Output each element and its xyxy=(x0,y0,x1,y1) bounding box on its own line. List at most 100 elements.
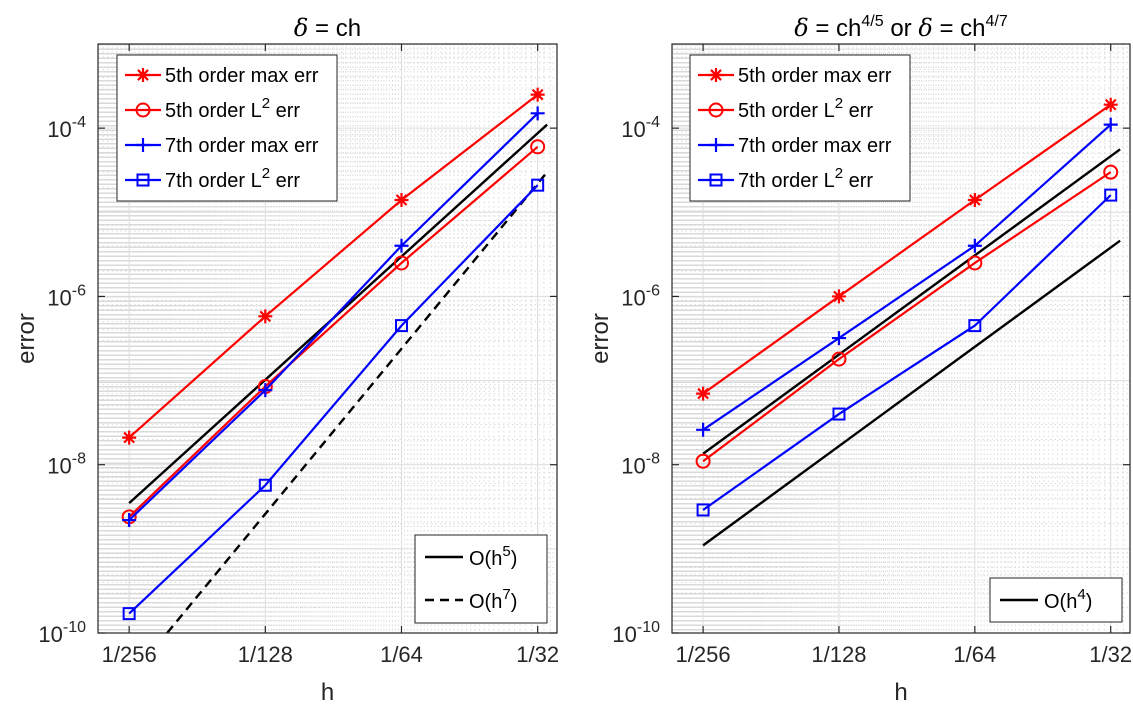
data-point-square xyxy=(531,178,545,192)
data-point-plus xyxy=(258,383,273,398)
y-tick-label: 10-10 xyxy=(612,619,660,647)
data-point-circle xyxy=(393,255,409,271)
data-point-asterisk xyxy=(530,87,545,102)
chart-title: δ = ch xyxy=(294,14,361,42)
legend-label: 5th order max err xyxy=(165,65,319,87)
data-point-square xyxy=(832,407,846,421)
reference-legend-superscript: 7 xyxy=(502,586,510,603)
data-point-circle xyxy=(530,139,546,155)
x-tick-label: 1/128 xyxy=(238,642,293,667)
reference-legend-text: ) xyxy=(1086,591,1093,613)
y-tick-exponent: -4 xyxy=(72,114,86,131)
reference-line-2 xyxy=(166,171,549,633)
data-point-plus xyxy=(696,422,711,437)
data-point-plus xyxy=(122,513,137,528)
reference-legend-text: ) xyxy=(511,591,518,613)
y-tick-exponent: -6 xyxy=(72,282,86,299)
reference-legend-label: O(h4) xyxy=(1044,586,1092,613)
title-part: or xyxy=(884,15,919,42)
title-part: = ch xyxy=(308,15,361,42)
reference-legend: O(h4) xyxy=(989,577,1123,623)
x-tick-label: 1/64 xyxy=(380,642,423,667)
y-axis-label: error xyxy=(587,313,614,364)
y-tick-base: 10 xyxy=(612,622,636,647)
legend-label-text: err xyxy=(270,100,300,122)
reference-legend-superscript: 5 xyxy=(502,543,510,560)
y-tick-label: 10-10 xyxy=(38,619,86,647)
legend-marker-plus xyxy=(709,138,723,152)
legend-box xyxy=(689,54,911,202)
y-tick-base: 10 xyxy=(47,285,71,310)
y-tick-label: 10-4 xyxy=(47,114,86,142)
data-point-circle xyxy=(831,351,847,367)
reference-legend: O(h5)O(h7) xyxy=(414,534,548,624)
data-point-circle xyxy=(695,453,711,469)
series-line-4 xyxy=(702,194,1112,511)
y-tick-label: 10-8 xyxy=(47,451,86,479)
y-tick-exponent: -8 xyxy=(72,451,86,468)
data-point-plus xyxy=(1103,117,1118,132)
series-line-1 xyxy=(702,103,1112,395)
legend-marker-circle xyxy=(135,102,151,118)
data-point-asterisk xyxy=(1103,97,1118,112)
reference-legend-box xyxy=(414,534,548,624)
legend-label: 7th order L2 err xyxy=(165,165,300,192)
axes-box xyxy=(97,43,558,634)
reference-legend-text: O(h xyxy=(469,591,502,613)
chart-panel-2: 1/256 1/128 1/64 1/3210-1010-810-610-4herro… xyxy=(587,13,1132,706)
title-superscript: 4/5 xyxy=(861,13,883,30)
title-part: δ xyxy=(794,14,808,42)
data-point-square xyxy=(968,319,982,333)
y-tick-exponent: -10 xyxy=(637,619,660,636)
reference-line-2 xyxy=(702,239,1121,547)
data-point-circle xyxy=(967,255,983,271)
data-point-asterisk xyxy=(122,430,137,445)
legend-marker-square xyxy=(709,173,723,187)
x-tick-label: 1/32 xyxy=(516,642,559,667)
x-tick-label: 1/256 xyxy=(102,642,157,667)
y-tick-exponent: -8 xyxy=(646,451,660,468)
title-part: = ch xyxy=(809,15,862,42)
legend-label-superscript: 2 xyxy=(835,95,843,112)
data-point-circle xyxy=(1103,164,1119,180)
legend-label-text: 5th order max err xyxy=(165,65,319,87)
legend-label-text: 7th order L xyxy=(165,170,262,192)
y-tick-base: 10 xyxy=(621,454,645,479)
x-tick-label: 1/32 xyxy=(1089,642,1132,667)
data-layer xyxy=(121,87,549,633)
chart-panel-1: 1/256 1/128 1/64 1/3210-1010-810-610-4herro… xyxy=(13,14,559,706)
reference-legend-text: O(h xyxy=(1044,591,1077,613)
y-tick-exponent: -6 xyxy=(646,282,660,299)
series-line-2 xyxy=(702,171,1112,463)
legend-label-text: err xyxy=(843,170,873,192)
legend-label: 7th order L2 err xyxy=(738,165,873,192)
legend-label-text: err xyxy=(843,100,873,122)
data-point-plus xyxy=(967,238,982,253)
data-point-square xyxy=(122,607,136,621)
legend-label-superscript: 2 xyxy=(262,165,270,182)
data-layer xyxy=(695,97,1121,547)
y-tick-base: 10 xyxy=(621,285,645,310)
data-point-asterisk xyxy=(394,192,409,207)
chart-title: δ = ch4/5 or δ = ch4/7 xyxy=(794,13,1008,42)
axes-box xyxy=(671,43,1131,634)
legend-marker-asterisk xyxy=(709,68,723,82)
data-point-square xyxy=(696,503,710,517)
series-line-3 xyxy=(128,112,539,521)
y-tick-base: 10 xyxy=(38,622,62,647)
legend-box xyxy=(116,54,338,202)
data-point-square xyxy=(258,478,272,492)
title-part: = ch xyxy=(933,15,986,42)
reference-legend-text: ) xyxy=(511,548,518,570)
y-tick-base: 10 xyxy=(47,117,71,142)
data-point-square xyxy=(1104,188,1118,202)
legend-marker-circle xyxy=(708,102,724,118)
x-tick-label: 1/64 xyxy=(953,642,996,667)
title-part: δ xyxy=(294,14,308,42)
series-line-3 xyxy=(702,123,1112,431)
y-axis-label: error xyxy=(13,313,40,364)
data-point-plus xyxy=(530,106,545,121)
